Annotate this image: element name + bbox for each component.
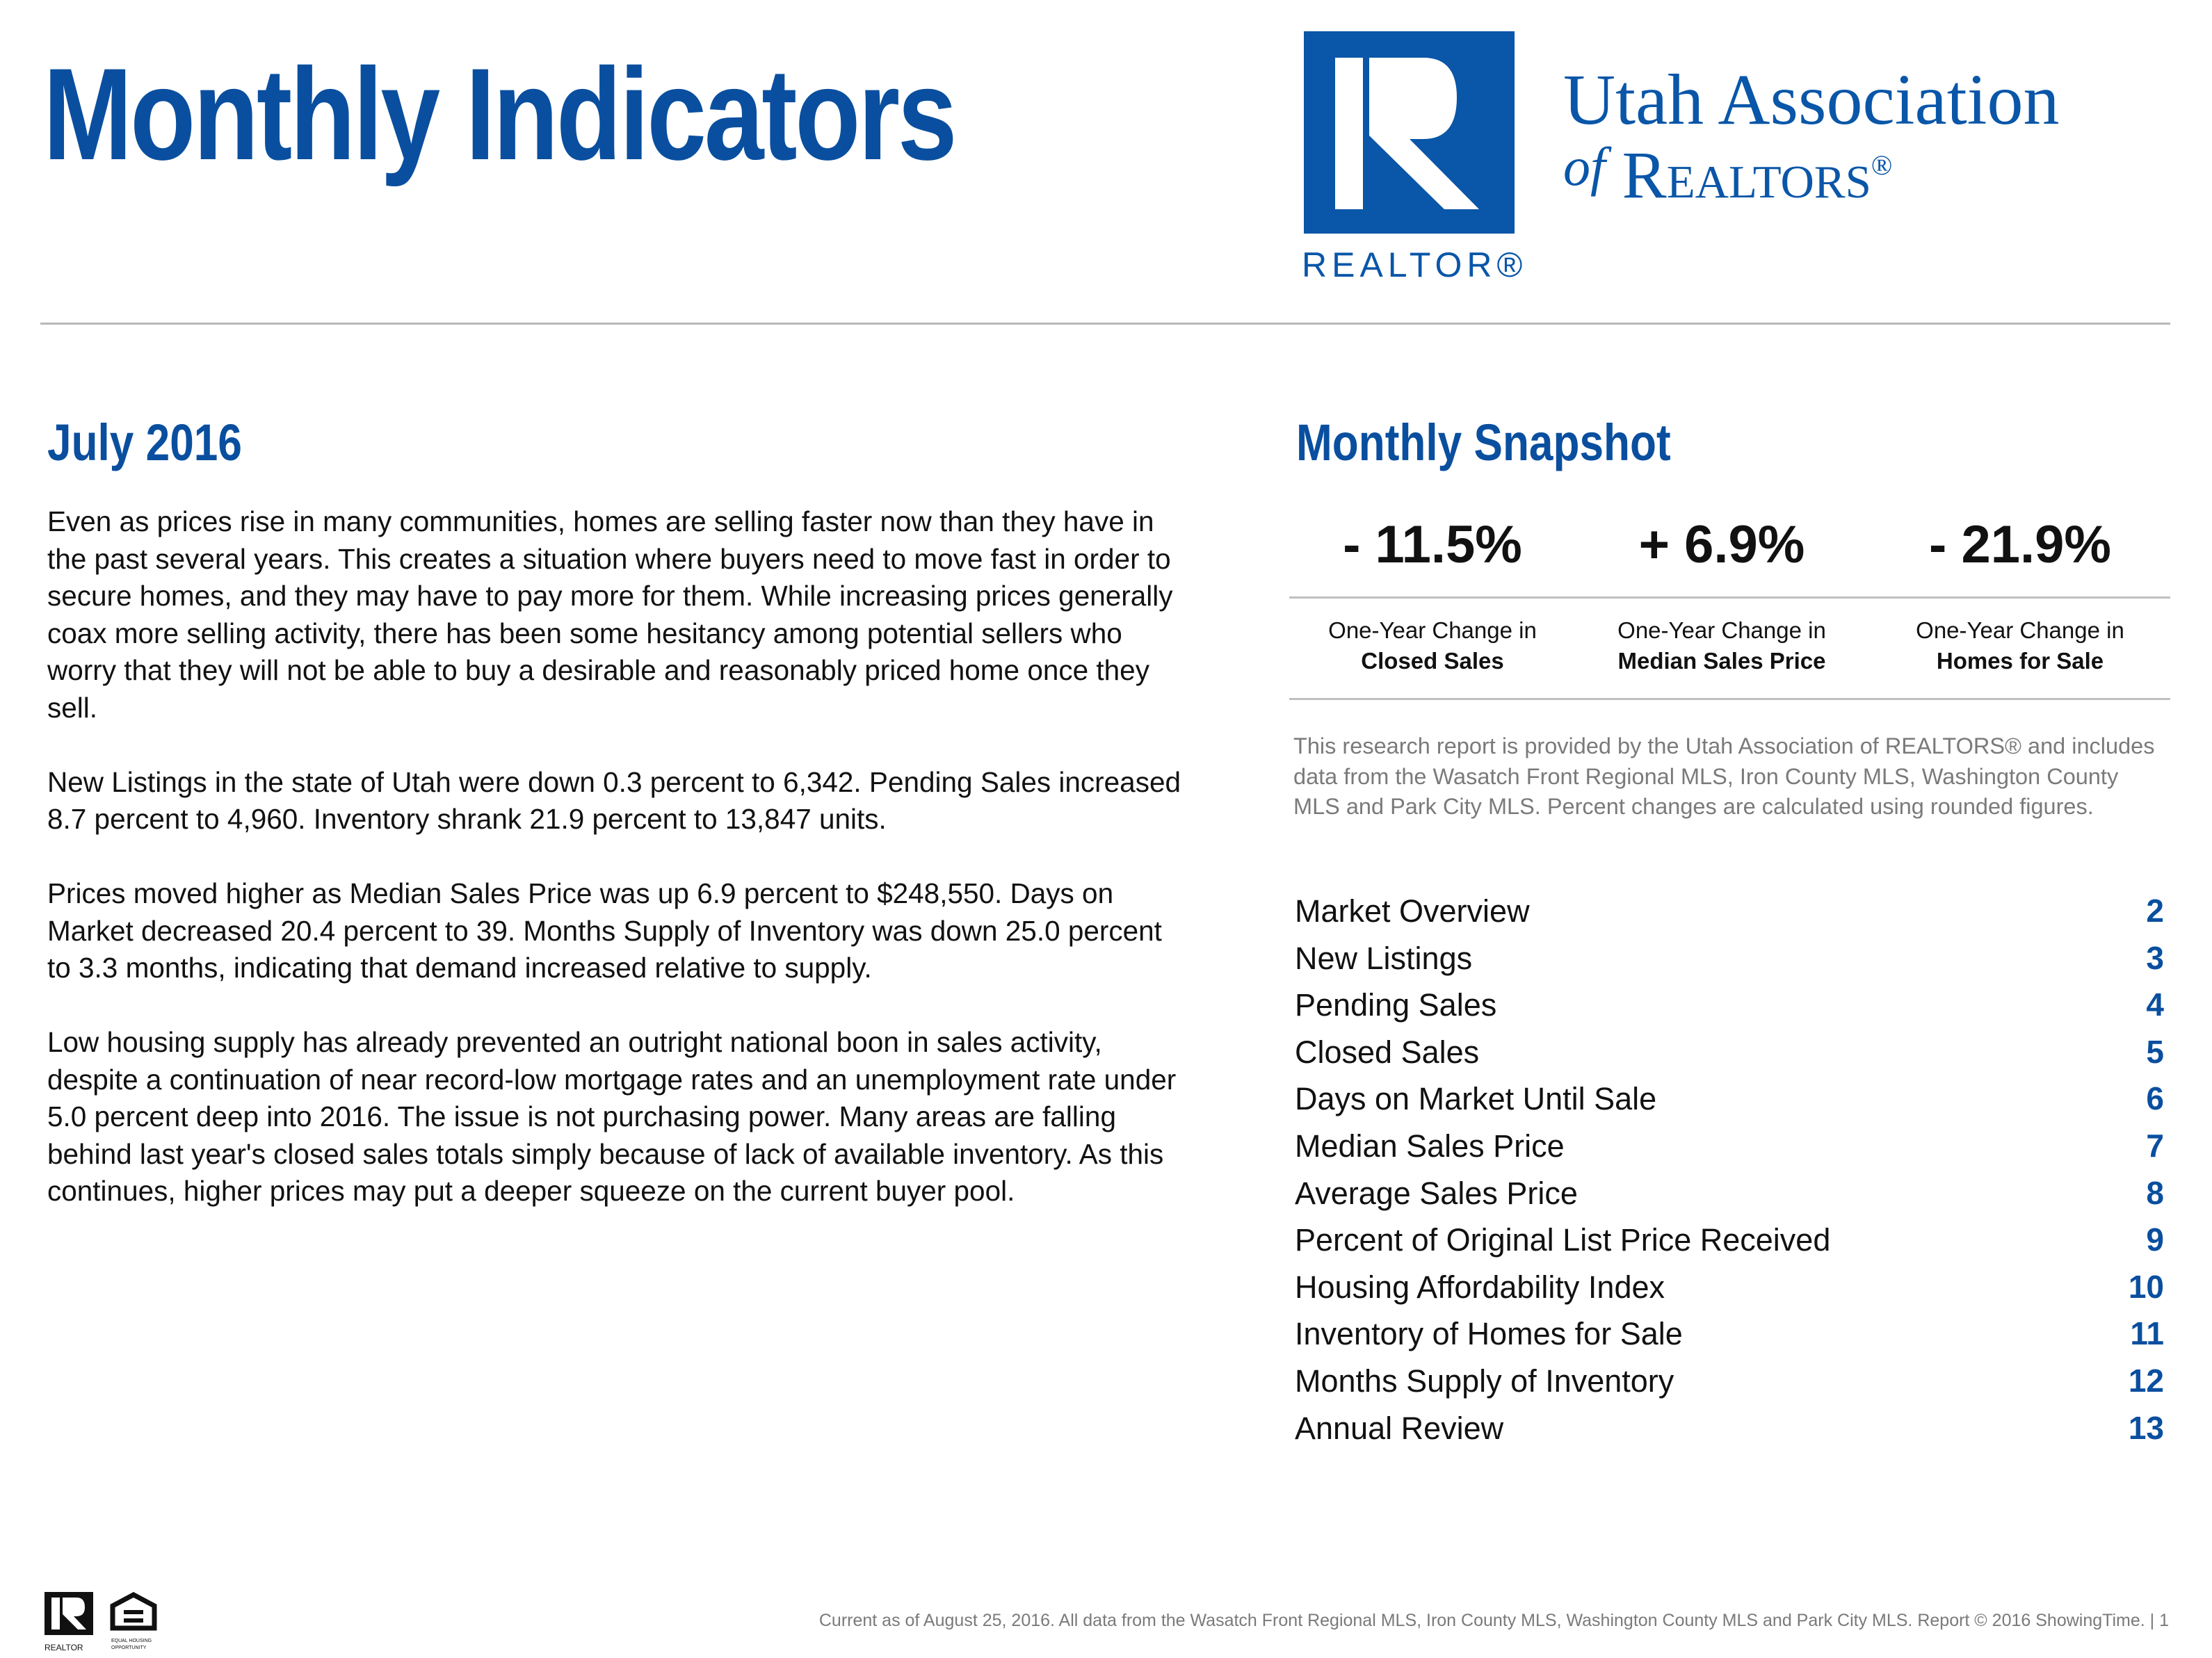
toc-page-number[interactable]: 9 [2146, 1221, 2164, 1258]
page-title: Monthly Indicators [43, 41, 958, 187]
toc-label[interactable]: Market Overview [1295, 893, 1530, 929]
toc-label[interactable]: Median Sales Price [1295, 1128, 1565, 1164]
toc-page-number[interactable]: 2 [2146, 893, 2164, 929]
realtor-logo-icon: REALTOR [45, 1592, 93, 1652]
stat-median-price-value: + 6.9% [1638, 515, 1805, 574]
header-divider [40, 323, 2170, 325]
org-of: of [1563, 136, 1606, 197]
toc-label[interactable]: Closed Sales [1295, 1034, 1480, 1070]
stat-metric-text: Homes for Sale [1936, 648, 2104, 674]
toc-label[interactable]: Pending Sales [1295, 987, 1497, 1023]
summary-paragraph: Even as prices rise in many communities,… [47, 505, 1173, 724]
toc-item[interactable]: Days on Market Until Sale 6 [1295, 1075, 2164, 1123]
toc-item[interactable]: Closed Sales 5 [1295, 1029, 2164, 1076]
stat-label-text: One-Year Change in [1328, 617, 1537, 643]
org-realtors: Realtors [1622, 138, 1871, 212]
footer-logos: REALTOR EQUAL HOUSING OPPORTUNITY [43, 1592, 175, 1658]
report-month-heading: July 2016 [47, 414, 242, 471]
stats-divider-top [1289, 596, 2170, 599]
summary-paragraph: Low housing supply has already prevented… [47, 1026, 1177, 1207]
toc-label[interactable]: Average Sales Price [1295, 1175, 1578, 1211]
toc-label[interactable]: Days on Market Until Sale [1295, 1081, 1657, 1117]
org-registered: ® [1871, 149, 1893, 181]
snapshot-heading: Monthly Snapshot [1296, 414, 1671, 471]
toc-item[interactable]: Median Sales Price 7 [1295, 1123, 2164, 1170]
footer-text: Current as of August 25, 2016. All data … [818, 1611, 2169, 1630]
toc-label[interactable]: Percent of Original List Price Received [1295, 1222, 1831, 1258]
realtor-r-glyph-icon [1335, 58, 1479, 209]
table-of-contents: Market Overview 2 New Listings 3 Pending Sal… [1295, 888, 2164, 1452]
stat-label-text: One-Year Change in [1617, 617, 1826, 643]
org-name-line1: Utah Association [1563, 60, 2060, 140]
toc-label[interactable]: New Listings [1295, 940, 1473, 976]
summary-paragraph: Prices moved higher as Median Sales Pric… [47, 877, 1162, 984]
toc-item[interactable]: Average Sales Price 8 [1295, 1170, 2164, 1217]
research-note: This research report is provided by the … [1293, 733, 2155, 819]
toc-item[interactable]: Inventory of Homes for Sale 11 [1295, 1310, 2164, 1358]
stat-homes-for-sale-value: - 21.9% [1929, 515, 2111, 574]
equal-housing-opportunity-icon: EQUAL HOUSING OPPORTUNITY [110, 1592, 157, 1650]
toc-item[interactable]: Percent of Original List Price Received 9 [1295, 1217, 2164, 1264]
toc-page-number[interactable]: 7 [2146, 1127, 2164, 1164]
toc-item[interactable]: Market Overview 2 [1295, 888, 2164, 935]
realtor-wordmark: REALTOR® [1302, 245, 1528, 284]
org-name-line2: of Realtors® [1563, 136, 1892, 213]
toc-page-number[interactable]: 11 [2130, 1315, 2164, 1352]
toc-item[interactable]: New Listings 3 [1295, 935, 2164, 982]
stat-homes-for-sale-label: One-Year Change in Homes for Sale [1874, 615, 2166, 676]
svg-text:REALTOR: REALTOR [45, 1643, 83, 1652]
svg-text:EQUAL HOUSING: EQUAL HOUSING [111, 1639, 152, 1643]
stat-metric-text: Closed Sales [1361, 648, 1504, 674]
toc-page-number[interactable]: 10 [2128, 1268, 2164, 1305]
toc-label[interactable]: Months Supply of Inventory [1295, 1363, 1674, 1399]
stat-median-price-label: One-Year Change in Median Sales Price [1576, 615, 1868, 676]
toc-label[interactable]: Inventory of Homes for Sale [1295, 1316, 1683, 1352]
summary-paragraph: New Listings in the state of Utah were d… [47, 765, 1181, 836]
toc-item[interactable]: Months Supply of Inventory 12 [1295, 1358, 2164, 1405]
toc-page-number[interactable]: 3 [2146, 939, 2164, 976]
toc-item[interactable]: Pending Sales 4 [1295, 982, 2164, 1029]
toc-label[interactable]: Housing Affordability Index [1295, 1269, 1665, 1305]
toc-item[interactable]: Annual Review 13 [1295, 1405, 2164, 1452]
summary-text: Even as prices rise in many communities,… [47, 503, 1188, 1247]
toc-page-number[interactable]: 12 [2128, 1362, 2164, 1399]
stat-metric-text: Median Sales Price [1617, 648, 1826, 674]
toc-page-number[interactable]: 4 [2146, 986, 2164, 1023]
stat-label-text: One-Year Change in [1916, 617, 2124, 643]
toc-item[interactable]: Housing Affordability Index 10 [1295, 1264, 2164, 1311]
stats-divider-bottom [1289, 698, 2170, 700]
toc-label[interactable]: Annual Review [1295, 1410, 1504, 1446]
toc-page-number[interactable]: 8 [2146, 1174, 2164, 1211]
stat-closed-sales-label: One-Year Change in Closed Sales [1286, 615, 1579, 676]
stat-closed-sales-value: - 11.5% [1343, 515, 1522, 574]
toc-page-number[interactable]: 5 [2146, 1033, 2164, 1070]
svg-text:OPPORTUNITY: OPPORTUNITY [111, 1645, 147, 1650]
toc-page-number[interactable]: 6 [2146, 1080, 2164, 1117]
toc-page-number[interactable]: 13 [2128, 1409, 2164, 1446]
